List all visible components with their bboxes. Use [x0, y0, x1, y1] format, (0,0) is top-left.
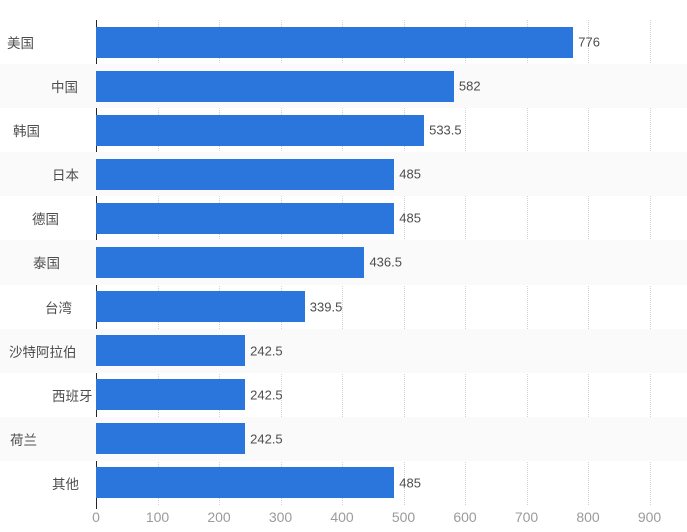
x-tick-label: 600: [453, 509, 477, 525]
bar[interactable]: [96, 467, 395, 499]
bar[interactable]: [96, 114, 425, 146]
category-label: 德国: [32, 212, 59, 228]
bar[interactable]: [96, 423, 246, 455]
chart-row: 荷兰 242.5: [0, 416, 687, 461]
category-label: 荷兰: [10, 432, 37, 448]
chart-row: 西班牙 242.5: [0, 373, 687, 417]
bar[interactable]: [96, 291, 305, 323]
chart-row: 沙特阿拉伯 242.5: [0, 328, 687, 373]
bar[interactable]: [96, 202, 395, 234]
bar[interactable]: [96, 26, 574, 58]
value-label: 242.5: [250, 387, 283, 403]
x-tick-label: 800: [576, 509, 600, 525]
category-label: 美国: [7, 36, 34, 52]
x-tick-label: 900: [637, 509, 662, 525]
value-label: 533.5: [429, 122, 462, 138]
value-label: 242.5: [250, 431, 283, 447]
x-tick-label: 300: [268, 509, 293, 525]
chart-row: 美国 776: [0, 20, 687, 64]
x-tick-label: 700: [514, 509, 539, 525]
value-label: 436.5: [369, 254, 402, 270]
bar[interactable]: [96, 70, 454, 102]
value-label: 485: [399, 166, 421, 182]
bar[interactable]: [96, 379, 246, 411]
x-tick-label: 400: [330, 509, 354, 525]
chart-row: 日本 485: [0, 152, 687, 197]
category-label: 西班牙: [52, 388, 93, 404]
x-tick-label: 100: [145, 509, 170, 525]
x-tick-label: 0: [92, 509, 100, 525]
value-label: 776: [578, 34, 600, 50]
category-label: 台湾: [45, 300, 72, 316]
x-tick-label: 200: [207, 509, 231, 525]
chart-row: 德国 485: [0, 196, 687, 240]
x-tick-label: 500: [391, 509, 416, 525]
chart-row: 台湾 339.5: [0, 285, 687, 329]
chart-row: 中国 582: [0, 64, 687, 109]
bar[interactable]: [96, 158, 395, 190]
value-label: 485: [399, 475, 421, 491]
chart-row: 其他 485: [0, 461, 687, 505]
value-label: 242.5: [250, 343, 283, 359]
value-label: 339.5: [309, 299, 343, 315]
bar[interactable]: [96, 246, 365, 278]
category-label: 其他: [52, 476, 79, 492]
value-label: 485: [399, 210, 421, 226]
category-label: 韩国: [13, 124, 40, 140]
chart-row: 泰国 436.5: [0, 240, 687, 285]
category-label: 泰国: [33, 256, 60, 272]
category-label: 沙特阿拉伯: [9, 344, 77, 360]
chart-row: 韩国 533.5: [0, 108, 687, 152]
value-label: 582: [458, 78, 481, 94]
category-label: 中国: [51, 80, 78, 96]
bar[interactable]: [96, 335, 246, 367]
category-label: 日本: [52, 168, 79, 184]
